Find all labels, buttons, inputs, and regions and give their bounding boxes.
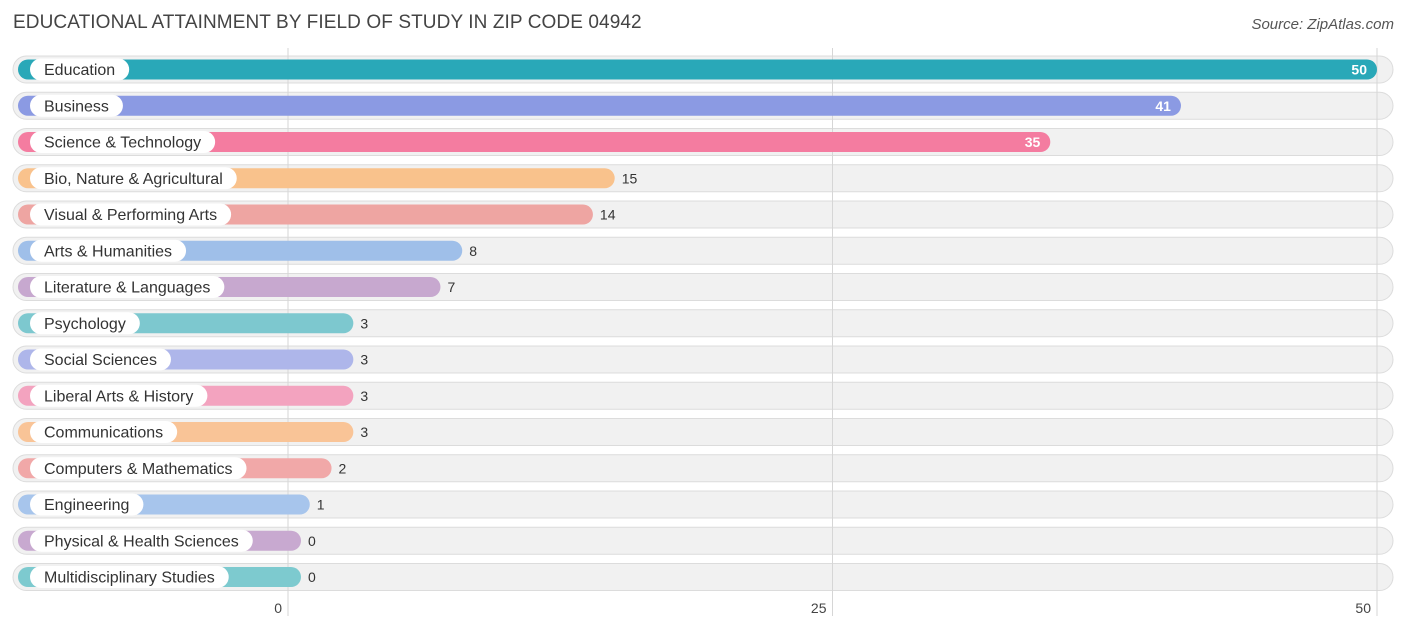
category-label: Visual & Performing Arts xyxy=(44,207,217,224)
category-label-pill xyxy=(30,167,237,190)
x-tick-label: 50 xyxy=(1355,600,1371,616)
category-label: Engineering xyxy=(44,497,129,514)
bar xyxy=(18,59,1377,80)
category-label: Bio, Nature & Agricultural xyxy=(44,171,223,188)
value-label: 3 xyxy=(360,315,368,331)
value-label: 0 xyxy=(308,533,316,549)
value-label: 14 xyxy=(600,207,616,223)
value-label: 3 xyxy=(360,352,368,368)
category-label-pill xyxy=(30,239,187,262)
row-background xyxy=(12,490,1394,519)
category-label: Multidisciplinary Studies xyxy=(44,570,215,587)
value-label: 50 xyxy=(1351,62,1367,78)
x-tick-label: 0 xyxy=(274,600,282,616)
category-label-pill xyxy=(30,384,208,407)
category-label-pill xyxy=(30,348,171,371)
category-label-pill xyxy=(30,312,140,335)
category-label-pill xyxy=(30,493,144,516)
bar xyxy=(18,95,1181,116)
chart-source: Source: ZipAtlas.com xyxy=(1251,16,1394,33)
row-background xyxy=(12,563,1394,591)
category-label: Social Sciences xyxy=(44,352,157,369)
category-label-pill xyxy=(30,58,130,81)
value-label: 3 xyxy=(360,388,368,404)
category-label: Liberal Arts & History xyxy=(44,388,193,405)
category-label-pill xyxy=(30,203,232,226)
value-label: 2 xyxy=(339,460,347,476)
value-label: 15 xyxy=(622,170,638,186)
category-label: Arts & Humanities xyxy=(44,243,172,260)
row-background xyxy=(12,309,1394,338)
category-label-pill xyxy=(30,94,123,117)
x-tick-label: 25 xyxy=(811,600,827,616)
bar xyxy=(18,132,1051,152)
value-label: 41 xyxy=(1155,98,1171,114)
category-label: Physical & Health Sciences xyxy=(44,533,239,550)
category-label-pill xyxy=(30,276,225,298)
category-label: Psychology xyxy=(44,316,126,333)
value-label: 8 xyxy=(469,243,477,259)
value-label: 0 xyxy=(308,569,316,585)
value-label: 35 xyxy=(1025,134,1041,150)
category-label-pill xyxy=(30,566,229,588)
category-label-pill xyxy=(30,421,178,443)
category-label: Communications xyxy=(44,425,163,442)
row-background xyxy=(12,454,1394,483)
category-label: Literature & Languages xyxy=(44,280,210,297)
category-label-pill xyxy=(30,529,253,552)
chart-title: EDUCATIONAL ATTAINMENT BY FIELD OF STUDY… xyxy=(13,12,642,33)
row-background xyxy=(12,381,1394,410)
category-label-pill xyxy=(30,457,247,480)
category-label: Business xyxy=(44,98,109,115)
category-label-pill xyxy=(30,131,216,153)
row-background xyxy=(12,345,1394,374)
category-label: Science & Technology xyxy=(44,135,201,152)
value-label: 3 xyxy=(360,424,368,440)
value-label: 7 xyxy=(447,279,455,295)
category-label: Computers & Mathematics xyxy=(44,461,233,478)
row-background xyxy=(12,526,1394,555)
row-background xyxy=(12,418,1394,446)
category-label: Education xyxy=(44,62,115,79)
value-label: 1 xyxy=(317,497,325,513)
